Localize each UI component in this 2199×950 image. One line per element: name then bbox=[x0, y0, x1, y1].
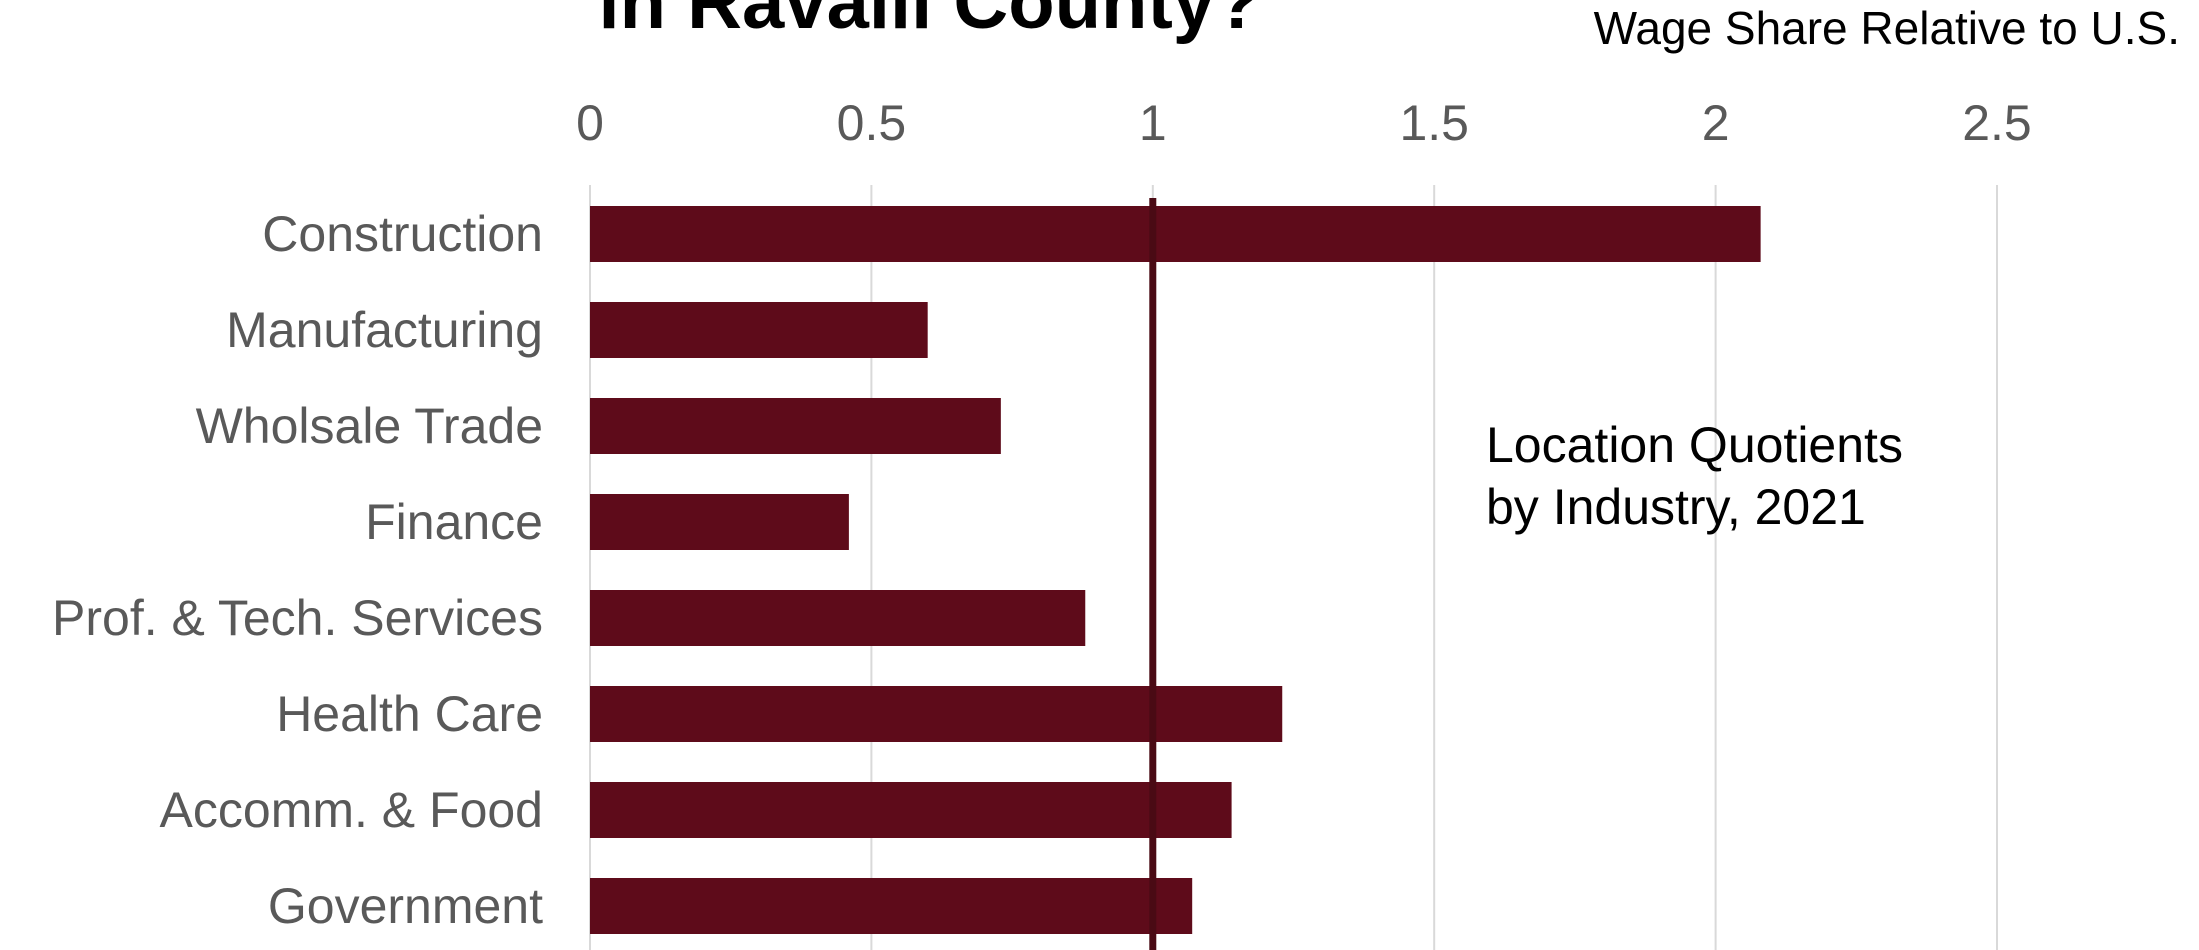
bar bbox=[590, 302, 928, 358]
bar bbox=[590, 782, 1232, 838]
category-labels: Construction Manufacturing Wholsale Trade F… bbox=[52, 206, 543, 934]
x-tick-label: 1.5 bbox=[1399, 95, 1469, 151]
annotation-line-2: by Industry, 2021 bbox=[1486, 479, 1866, 535]
x-axis-title: Wage Share Relative to U.S. bbox=[1594, 2, 2180, 54]
bar bbox=[590, 206, 1761, 262]
bar bbox=[590, 398, 1001, 454]
x-axis-ticks: 0 0.5 1 1.5 2 2.5 bbox=[576, 95, 2032, 151]
x-tick-label: 2.5 bbox=[1962, 95, 2032, 151]
x-tick-label: 0 bbox=[576, 95, 604, 151]
bar bbox=[590, 686, 1283, 742]
x-tick-label: 2 bbox=[1702, 95, 1730, 151]
chart-annotation: Location Quotients by Industry, 2021 bbox=[1486, 417, 1917, 535]
bar bbox=[590, 590, 1086, 646]
category-label: Accomm. & Food bbox=[160, 782, 543, 838]
category-label: Wholsale Trade bbox=[196, 398, 543, 454]
category-label: Health Care bbox=[276, 686, 543, 742]
category-label: Construction bbox=[262, 206, 543, 262]
category-label: Prof. & Tech. Services bbox=[52, 590, 543, 646]
chart-title: in Ravalli County? bbox=[599, 0, 1262, 45]
x-tick-label: 0.5 bbox=[837, 95, 907, 151]
bars bbox=[590, 206, 1761, 934]
bar bbox=[590, 494, 849, 550]
annotation-line-1: Location Quotients bbox=[1486, 417, 1903, 473]
bar bbox=[590, 878, 1193, 934]
x-tick-label: 1 bbox=[1139, 95, 1167, 151]
category-label: Manufacturing bbox=[226, 302, 543, 358]
category-label: Finance bbox=[365, 494, 543, 550]
category-label: Government bbox=[268, 878, 543, 934]
